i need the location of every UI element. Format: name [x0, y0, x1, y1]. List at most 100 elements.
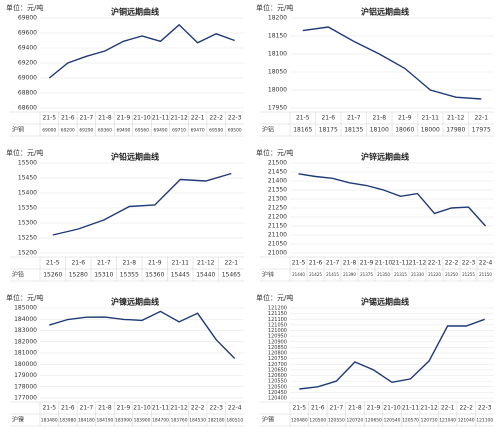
x-tick-label: 21-8: [372, 115, 386, 122]
table-value: 18000: [421, 127, 440, 134]
x-tick-label: 21-11: [172, 260, 190, 267]
x-tick-label: 21-7: [326, 260, 340, 267]
table-value: 15280: [69, 272, 88, 279]
x-tick-label: 21-9: [117, 405, 131, 412]
x-tick-label: 21-11: [152, 405, 170, 412]
table-value: 121100: [476, 418, 493, 424]
x-tick-label: 21-7: [347, 115, 361, 122]
x-tick-label: 21-9: [367, 405, 381, 412]
x-tick-label: 21-9: [360, 260, 374, 267]
chart-title: 沪铜远期曲线: [111, 7, 159, 17]
y-tick-label: 184000: [14, 316, 37, 323]
y-tick-label: 15300: [18, 220, 37, 227]
y-tick-label: 15400: [18, 190, 37, 197]
series-label: 沪锌: [262, 271, 274, 279]
x-tick-label: 21-12: [420, 405, 438, 412]
x-tick-label: 21-5: [292, 260, 306, 267]
y-tick-label: 21300: [268, 196, 287, 203]
y-tick-label: 178000: [14, 383, 37, 390]
table-value: 69560: [135, 128, 149, 134]
x-tick-label: 21-6: [71, 260, 85, 267]
table-value: 21350: [377, 272, 390, 277]
x-tick-label: 21-7: [80, 115, 94, 122]
x-tick-label: 22-1: [428, 260, 442, 267]
y-tick-label: 18100: [268, 51, 287, 58]
x-tick-label: 21-8: [122, 260, 136, 267]
x-tick-label: 21-8: [348, 405, 362, 412]
table-value: 69500: [228, 128, 242, 134]
table-value: 21250: [445, 272, 458, 277]
table-value: 184700: [152, 418, 169, 424]
table-value: 18100: [370, 127, 389, 134]
table-value: 21415: [326, 272, 339, 277]
y-tick-label: 18050: [268, 69, 287, 76]
x-tick-label: 22-3: [209, 405, 223, 412]
table-value: 21375: [360, 272, 373, 277]
y-tick-label: 21400: [268, 178, 287, 185]
x-tick-label: 21-12: [409, 260, 427, 267]
table-value: 15445: [171, 272, 190, 279]
x-tick-label: 22-3: [462, 260, 476, 267]
x-tick-label: 21-10: [383, 405, 401, 412]
series-line: [48, 23, 235, 79]
y-tick-label: 183000: [14, 327, 37, 334]
series-line: [52, 172, 232, 236]
table-value: 17975: [472, 127, 491, 134]
series-line: [302, 26, 482, 100]
x-tick-label: 21-6: [61, 405, 75, 412]
y-tick-label: 15350: [18, 205, 37, 212]
unit-label: 单位：元/吨: [256, 148, 293, 157]
y-tick-label: 21150: [268, 223, 287, 230]
chart-panel: 单位：元/吨 沪锌远期曲线 21000 21050 21100 21150 21200 212…: [256, 148, 494, 282]
table-value: 182180: [208, 418, 225, 424]
y-tick-label: 121150: [268, 311, 287, 317]
y-tick-label: 68800: [18, 90, 37, 97]
y-tick-label: 120850: [268, 345, 287, 351]
y-tick-label: 68600: [18, 105, 37, 112]
series-line: [299, 318, 485, 390]
chart-title: 沪锌远期曲线: [361, 152, 409, 162]
table-value: 15440: [196, 272, 215, 279]
chart-panel: 单位：元/吨 沪铅远期曲线 15200 15250 15300 15350 15400 154…: [6, 148, 244, 282]
table-value: 21220: [428, 272, 441, 277]
y-tick-label: 69200: [18, 60, 37, 67]
x-tick-label: 21-9: [148, 260, 162, 267]
y-tick-label: 180000: [14, 361, 37, 368]
y-tick-label: 121000: [268, 328, 287, 334]
y-tick-label: 120750: [268, 356, 287, 362]
x-tick-label: 22-1: [224, 260, 238, 267]
table-value: 69000: [42, 128, 56, 134]
chart-title: 沪锡远期曲线: [361, 297, 409, 307]
table-value: 184530: [189, 418, 206, 424]
table-value: 184190: [96, 418, 113, 424]
y-tick-label: 69800: [18, 15, 37, 22]
unit-label: 单位：元/吨: [6, 3, 43, 12]
x-tick-label: 22-4: [228, 405, 242, 412]
y-tick-label: 120800: [268, 351, 287, 357]
chart-panel: 单位：元/吨 沪镍远期曲线 177000 178000 179000 180000 1810…: [6, 293, 244, 427]
table-value: 120500: [309, 418, 326, 424]
table-value: 18135: [344, 127, 363, 134]
table-value: 15360: [145, 272, 164, 279]
y-tick-label: 21100: [268, 232, 287, 239]
table-value: 15260: [43, 272, 62, 279]
x-tick-label: 21-8: [98, 115, 112, 122]
table-value: 183980: [59, 418, 76, 424]
chart-title: 沪铝远期曲线: [361, 7, 409, 17]
y-tick-label: 181000: [14, 350, 37, 357]
y-tick-label: 21500: [268, 160, 287, 167]
x-tick-label: 21-12: [197, 260, 215, 267]
table-value: 15355: [120, 272, 139, 279]
y-tick-label: 21050: [268, 241, 287, 248]
y-tick-label: 120650: [268, 367, 287, 373]
table-value: 183760: [171, 418, 188, 424]
x-tick-label: 21-12: [170, 115, 188, 122]
table-value: 184180: [78, 418, 95, 424]
table-value: 69200: [61, 128, 75, 134]
x-tick-label: 21-7: [97, 260, 111, 267]
chart-panel: 单位：元/吨 沪铝远期曲线 17950 18000 18050 18100 18150 182…: [256, 3, 494, 137]
table-value: 69470: [191, 128, 205, 134]
y-tick-label: 182000: [14, 338, 37, 345]
x-tick-label: 21-5: [296, 115, 310, 122]
table-value: 21440: [292, 272, 305, 277]
